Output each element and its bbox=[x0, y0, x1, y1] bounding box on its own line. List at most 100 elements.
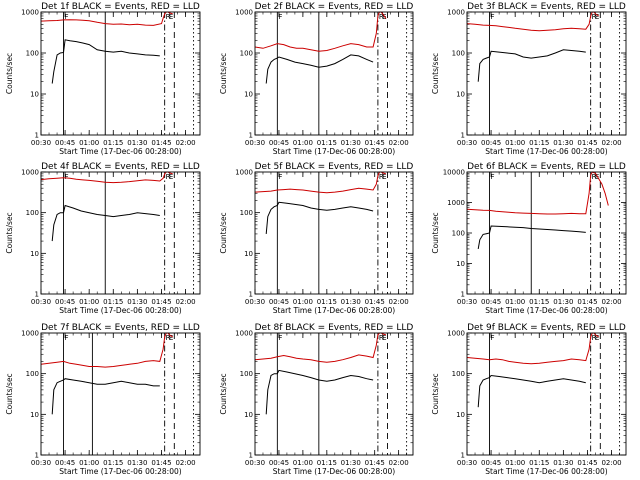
panel-7-frame bbox=[40, 332, 201, 456]
panel-9-xtick-label: 00:30 bbox=[457, 459, 477, 467]
panel-8-marker-r: R bbox=[379, 334, 384, 342]
panel-6-xtick-label: 02:00 bbox=[601, 298, 621, 306]
panel-9-xtick-label: 02:00 bbox=[601, 459, 621, 467]
panel-3-series-events bbox=[477, 49, 586, 82]
panel-5-ytick-label: 1 bbox=[249, 291, 253, 299]
panel-8-marker-f: F bbox=[278, 334, 282, 342]
panel-4-xtick-label: 00:45 bbox=[55, 298, 75, 306]
panel-6-xlabel: Start Time (17-Dec-06 00:28:00) bbox=[485, 306, 607, 315]
panel-3-xtick-label: 01:30 bbox=[553, 139, 573, 147]
panel-8-xtick-label: 01:30 bbox=[341, 459, 361, 467]
panel-3-xtick-label: 01:00 bbox=[505, 139, 525, 147]
panel-2-frame bbox=[254, 11, 414, 136]
panel-1-frame bbox=[40, 11, 201, 136]
panel-1: Det 1f BLACK = Events, RED = LLD Counts/s… bbox=[5, 2, 201, 156]
panel-1-xtick-label: 00:30 bbox=[31, 139, 51, 147]
panel-4-series-lld bbox=[40, 171, 173, 184]
panel-9-xtick-label: 01:15 bbox=[529, 459, 549, 467]
panel-3-ytick-label: 1 bbox=[461, 132, 465, 140]
panel-6-ytick-label: 1000 bbox=[447, 199, 465, 207]
panel-7-marker-e: E bbox=[169, 334, 173, 342]
panel-8-xtick-label: 01:00 bbox=[293, 459, 313, 467]
panel-3-xlabel: Start Time (17-Dec-06 00:28:00) bbox=[485, 147, 607, 156]
panel-6-xtick-label: 00:30 bbox=[457, 298, 477, 306]
panel-9-marker-r: R bbox=[592, 334, 597, 342]
panel-7-series-lld bbox=[40, 332, 173, 368]
panel-2-xtick-label: 00:30 bbox=[245, 139, 265, 147]
panel-8-xtick-label: 00:45 bbox=[269, 459, 289, 467]
panel-5-series-lld bbox=[254, 171, 387, 194]
panel-1-marker-r: R bbox=[166, 13, 171, 21]
panel-8-xtick-label: 00:30 bbox=[245, 459, 265, 467]
panel-4-ytick-label: 1000 bbox=[21, 169, 39, 177]
panel-4-marker-r: R bbox=[166, 173, 171, 181]
panel-2-xtick-label: 02:00 bbox=[389, 139, 409, 147]
panel-8-ytick-label: 1 bbox=[249, 452, 253, 460]
panel-4-series-events bbox=[51, 204, 160, 242]
panel-4-xtick-label: 01:15 bbox=[103, 298, 123, 306]
panel-9-xtick-label: 01:00 bbox=[505, 459, 525, 467]
panel-2-series-events bbox=[265, 54, 374, 84]
panel-1-series-lld bbox=[40, 11, 173, 26]
panel-2-xlabel: Start Time (17-Dec-06 00:28:00) bbox=[273, 147, 395, 156]
panel-8-ytick-label: 10 bbox=[244, 411, 253, 419]
panel-2-title: Det 2f BLACK = Events, RED = LLD bbox=[255, 2, 414, 12]
panel-5-ytick-label: 1000 bbox=[235, 169, 253, 177]
panel-1-xtick-label: 01:00 bbox=[79, 139, 99, 147]
panel-3-xtick-label: 00:30 bbox=[457, 139, 477, 147]
panel-6-xtick-label: 01:30 bbox=[553, 298, 573, 306]
panel-9-xlabel: Start Time (17-Dec-06 00:28:00) bbox=[485, 467, 607, 476]
panel-3-xtick-label: 01:45 bbox=[577, 139, 597, 147]
panel-9-ytick-label: 100 bbox=[452, 370, 465, 378]
panel-1-ytick-label: 10 bbox=[30, 91, 39, 99]
panel-5-xlabel: Start Time (17-Dec-06 00:28:00) bbox=[273, 306, 395, 315]
panel-1-marker-e: E bbox=[169, 13, 173, 21]
panel-4-ytick-label: 10 bbox=[30, 250, 39, 258]
panel-3-xtick-label: 02:00 bbox=[601, 139, 621, 147]
panel-8-marker-e: E bbox=[382, 334, 386, 342]
panel-7-xtick-label: 01:15 bbox=[103, 459, 123, 467]
panel-5-xtick-label: 01:00 bbox=[293, 298, 313, 306]
panel-8-series-events bbox=[265, 369, 374, 415]
panel-7-xtick-label: 01:30 bbox=[127, 459, 147, 467]
panel-1-xtick-label: 00:45 bbox=[55, 139, 75, 147]
panel-5-xtick-label: 01:15 bbox=[317, 298, 337, 306]
panel-7: Det 7f BLACK = Events, RED = LLD Counts/s… bbox=[5, 323, 201, 476]
panel-8-ytick-label: 100 bbox=[240, 370, 253, 378]
panel-5: Det 5f BLACK = Events, RED = LLD Counts/s… bbox=[219, 162, 414, 315]
panel-5-title: Det 5f BLACK = Events, RED = LLD bbox=[255, 162, 414, 172]
panel-2-xtick-label: 01:15 bbox=[317, 139, 337, 147]
panel-5-xtick-label: 01:30 bbox=[341, 298, 361, 306]
panel-1-xtick-label: 01:30 bbox=[127, 139, 147, 147]
panel-1-xtick-label: 01:15 bbox=[103, 139, 123, 147]
panel-4-frame bbox=[40, 171, 201, 295]
panel-3-marker-e: E bbox=[595, 13, 599, 21]
panel-1-ytick-label: 100 bbox=[26, 50, 39, 58]
panel-2-ytick-label: 1000 bbox=[235, 9, 253, 17]
panel-5-xtick-label: 01:45 bbox=[365, 298, 385, 306]
panel-9-frame bbox=[466, 332, 627, 456]
panel-4-xtick-label: 02:00 bbox=[175, 298, 195, 306]
panel-6-ytick-label: 10000 bbox=[443, 169, 465, 177]
panel-9-marker-f: F bbox=[490, 334, 494, 342]
panel-8-series-lld bbox=[254, 332, 387, 363]
panel-2-ylabel: Counts/sec bbox=[219, 53, 228, 94]
panel-7-marker-f: F bbox=[64, 334, 68, 342]
panel-9-series-lld bbox=[466, 332, 599, 365]
panel-4-title: Det 4f BLACK = Events, RED = LLD bbox=[41, 162, 200, 172]
panel-9-series-events bbox=[477, 374, 586, 408]
panel-9-ytick-label: 10 bbox=[456, 411, 465, 419]
panel-3-ytick-label: 100 bbox=[452, 50, 465, 58]
panel-4-xtick-label: 01:30 bbox=[127, 298, 147, 306]
panel-8-ytick-label: 1000 bbox=[235, 330, 253, 338]
panel-3-series-lld bbox=[466, 11, 599, 32]
panel-2-series-lld bbox=[254, 11, 387, 52]
panel-6-ytick-label: 1 bbox=[461, 291, 465, 299]
panel-7-series-events bbox=[51, 378, 160, 415]
panel-6-xtick-label: 00:45 bbox=[481, 298, 501, 306]
panel-3-frame bbox=[466, 11, 627, 136]
panel-3-ylabel: Counts/sec bbox=[431, 53, 440, 94]
panel-2-xtick-label: 01:45 bbox=[365, 139, 385, 147]
panel-3: Det 3f BLACK = Events, RED = LLD Counts/s… bbox=[431, 2, 627, 156]
